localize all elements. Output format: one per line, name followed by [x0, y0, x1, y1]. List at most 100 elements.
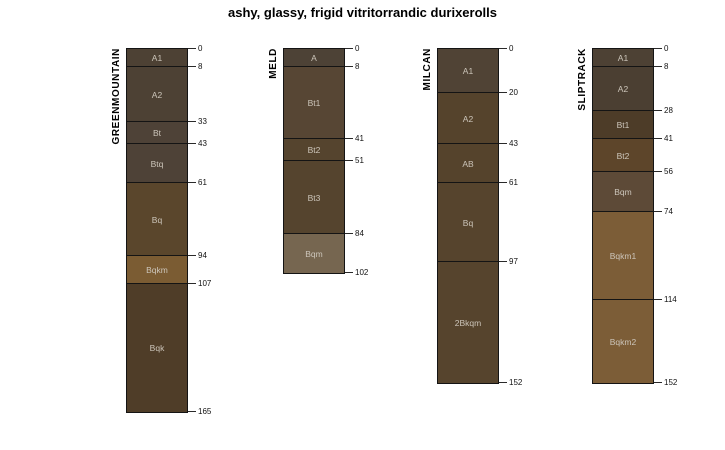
depth-tick-label: 152: [509, 378, 523, 387]
depth-tick-label: 74: [664, 207, 673, 216]
horizon-sliptrack-bqm: Bqm: [593, 172, 653, 212]
depth-tick: [499, 182, 507, 183]
horizon-greenmountain-bt: Bt: [127, 122, 187, 144]
depth-tick: [654, 110, 662, 111]
horizon-label: 2Bkqm: [454, 318, 482, 328]
horizon-greenmountain-a2: A2: [127, 67, 187, 122]
horizon-label: Bt2: [307, 145, 321, 155]
profile-name-meld: MELD: [268, 48, 279, 79]
horizon-greenmountain-a1: A1: [127, 49, 187, 67]
profile-column-sliptrack: A1 A2 Bt1 Bt2 Bqm Bqkm1 Bqkm2: [592, 48, 654, 384]
depth-tick-label: 97: [509, 257, 518, 266]
horizon-label: AB: [462, 159, 474, 169]
horizon-greenmountain-bq: Bq: [127, 183, 187, 256]
depth-tick-label: 56: [664, 167, 673, 176]
horizon-meld-bt3: Bt3: [284, 161, 344, 234]
horizon-milcan-ab: AB: [438, 144, 498, 183]
horizon-meld-bt1: Bt1: [284, 67, 344, 139]
horizon-sliptrack-bqkm2: Bqkm2: [593, 300, 653, 383]
horizon-label: A2: [617, 84, 629, 94]
depth-tick: [654, 48, 662, 49]
depth-tick: [345, 48, 353, 49]
depth-tick-label: 8: [355, 62, 360, 71]
horizon-label: Bqkm1: [609, 251, 637, 261]
horizon-label: Bt2: [616, 151, 630, 161]
depth-tick-label: 43: [198, 139, 207, 148]
depth-tick: [654, 171, 662, 172]
horizon-label: A2: [151, 90, 163, 100]
horizon-label: A1: [462, 66, 474, 76]
profile-name-milcan: MILCAN: [422, 48, 433, 91]
horizon-label: Bqkm2: [609, 337, 637, 347]
depth-tick-label: 41: [664, 134, 673, 143]
depth-tick: [188, 66, 196, 67]
depth-tick: [188, 121, 196, 122]
depth-tick: [188, 255, 196, 256]
depth-tick-label: 84: [355, 229, 364, 238]
depth-tick: [345, 66, 353, 67]
horizon-label: Bq: [462, 218, 474, 228]
depth-tick-label: 8: [664, 62, 669, 71]
profile-column-meld: A Bt1 Bt2 Bt3 Bqm: [283, 48, 345, 274]
horizon-label: Bt1: [616, 120, 630, 130]
horizon-meld-a: A: [284, 49, 344, 67]
depth-tick-label: 114: [664, 295, 677, 304]
plot-title: ashy, glassy, frigid vitritorrandic duri…: [228, 5, 497, 20]
depth-tick: [499, 382, 507, 383]
depth-tick: [654, 382, 662, 383]
horizon-label: Bqk: [149, 343, 165, 353]
depth-tick-label: 61: [509, 178, 518, 187]
horizon-milcan-bq: Bq: [438, 183, 498, 262]
depth-tick-label: 152: [664, 378, 678, 387]
horizon-label: A2: [462, 114, 474, 124]
horizon-label: A1: [151, 53, 163, 63]
depth-tick: [499, 48, 507, 49]
depth-tick-label: 0: [664, 44, 669, 53]
depth-tick-label: 20: [509, 88, 518, 97]
depth-tick-label: 61: [198, 178, 207, 187]
horizon-label: A: [311, 53, 317, 63]
depth-tick-label: 33: [198, 117, 207, 126]
horizon-greenmountain-bqk: Bqk: [127, 284, 187, 412]
horizon-milcan-2bkqm: 2Bkqm: [438, 262, 498, 383]
depth-tick: [654, 138, 662, 139]
depth-tick-label: 107: [198, 279, 212, 288]
depth-tick-label: 0: [198, 44, 203, 53]
profile-column-milcan: A1 A2 AB Bq 2Bkqm: [437, 48, 499, 384]
profile-name-sliptrack: SLIPTRACK: [577, 48, 588, 111]
depth-tick: [188, 143, 196, 144]
depth-tick-label: 102: [355, 268, 369, 277]
depth-tick: [345, 160, 353, 161]
depth-tick-label: 0: [509, 44, 514, 53]
depth-tick: [345, 138, 353, 139]
depth-tick: [345, 272, 353, 273]
depth-tick: [654, 299, 662, 300]
depth-tick-label: 0: [355, 44, 360, 53]
depth-tick-label: 28: [664, 106, 673, 115]
profile-name-greenmountain: GREENMOUNTAIN: [111, 48, 122, 145]
horizon-milcan-a1: A1: [438, 49, 498, 93]
horizon-meld-bqm: Bqm: [284, 234, 344, 273]
horizon-sliptrack-a1: A1: [593, 49, 653, 67]
depth-tick-label: 165: [198, 407, 212, 416]
depth-tick: [188, 283, 196, 284]
horizon-sliptrack-bt1: Bt1: [593, 111, 653, 139]
depth-tick: [654, 66, 662, 67]
horizon-label: Bqm: [614, 187, 632, 197]
horizon-label: Bqm: [305, 249, 323, 259]
horizon-label: Bt: [152, 128, 162, 138]
horizon-label: A1: [617, 53, 629, 63]
horizon-sliptrack-a2: A2: [593, 67, 653, 111]
horizon-greenmountain-bqkm: Bqkm: [127, 256, 187, 284]
depth-tick: [499, 261, 507, 262]
depth-tick: [188, 411, 196, 412]
horizon-sliptrack-bqkm1: Bqkm1: [593, 212, 653, 300]
horizon-label: Btq: [150, 159, 164, 169]
depth-tick: [654, 211, 662, 212]
depth-tick: [499, 143, 507, 144]
horizon-greenmountain-btq: Btq: [127, 144, 187, 183]
horizon-label: Bqkm: [146, 265, 168, 275]
horizon-label: Bq: [151, 215, 163, 225]
depth-tick-label: 94: [198, 251, 207, 260]
